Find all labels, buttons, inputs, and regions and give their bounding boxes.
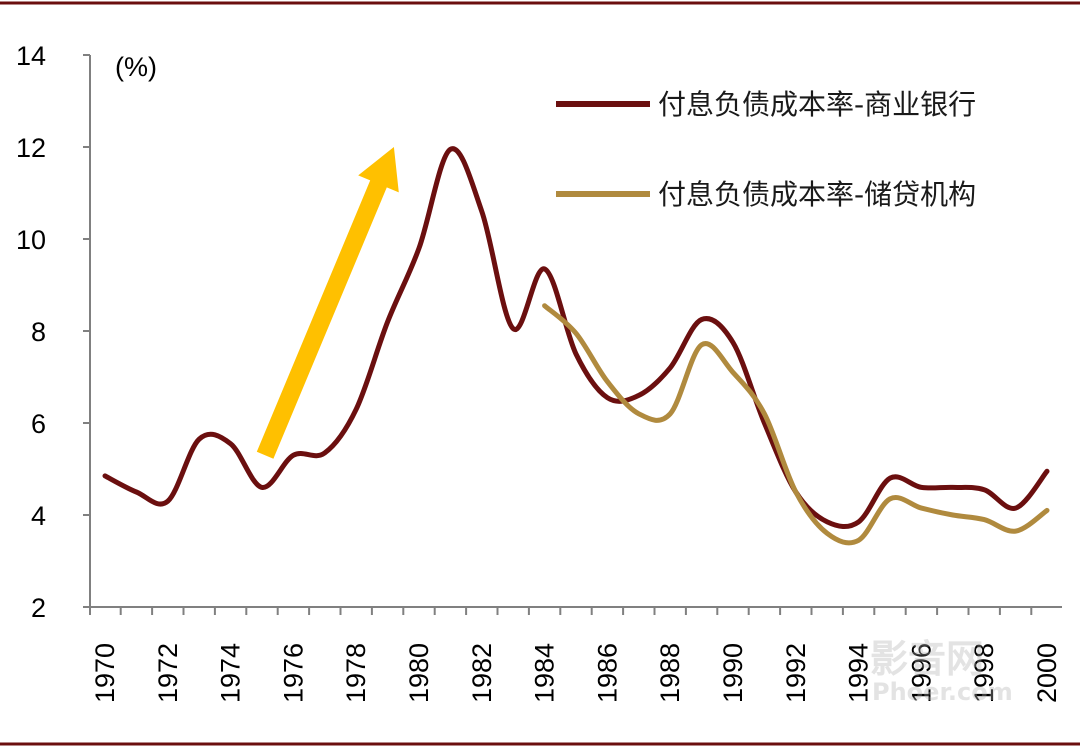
y-tick-label: 4 (31, 501, 46, 531)
x-axis: 1970 1972 1974 1976 1978 1980 1982 1984 1986 1988… (89, 606, 1062, 703)
legend-label-1: 付息负债成本率-储贷机构 (658, 178, 976, 211)
x-tick-label: 1988 (655, 643, 685, 703)
y-tick-label: 14 (16, 41, 46, 71)
y-tick-label: 6 (31, 409, 46, 439)
x-tick-label: 1970 (90, 643, 120, 703)
x-tick-label: 1984 (530, 643, 560, 703)
y-tick-label: 12 (16, 133, 46, 163)
trend-arrow (256, 147, 399, 459)
x-tick-label: 1992 (781, 643, 811, 703)
x-tick-label: 2000 (1032, 643, 1062, 703)
legend-label-0: 付息负债成本率-商业银行 (658, 88, 976, 121)
annotation-layer (256, 147, 399, 459)
watermark: 影音网 Phoer.com (870, 637, 1013, 706)
y-unit-label: (%) (115, 52, 157, 82)
series-layer (102, 146, 1050, 546)
series-line-1 (542, 303, 1050, 546)
x-tick-label: 1994 (844, 643, 874, 703)
x-tick-label: 1982 (467, 643, 497, 703)
y-tick-label: 2 (31, 593, 46, 623)
x-tick-label: 1974 (216, 643, 246, 703)
watermark-line2: Phoer.com (872, 678, 1013, 706)
y-axis: 2 4 6 8 10 12 14 (16, 41, 91, 623)
x-tick-label: 1998 (969, 643, 999, 703)
y-tick-label: 8 (31, 317, 46, 347)
x-tick-label: 1978 (341, 643, 371, 703)
x-tick-label: 1990 (718, 643, 748, 703)
x-tick-label: 1996 (906, 643, 936, 703)
series-line-0 (102, 146, 1050, 530)
x-tick-label: 1976 (278, 643, 308, 703)
x-tick-label: 1986 (592, 643, 622, 703)
x-tick-label: 1980 (404, 643, 434, 703)
watermark-line1: 影音网 (870, 637, 984, 681)
y-tick-label: 10 (16, 225, 46, 255)
x-tick-label: 1972 (153, 643, 183, 703)
